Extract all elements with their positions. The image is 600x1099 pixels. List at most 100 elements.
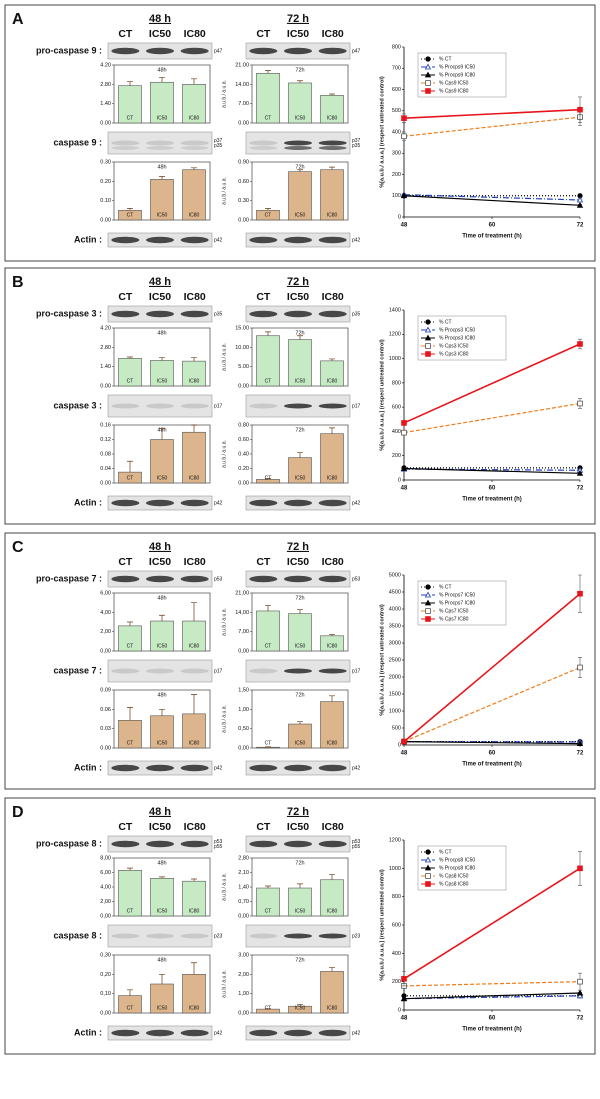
band-marker: p37 [352,138,361,144]
y-tick-label: 0,30 [100,952,111,958]
y-tick-label: 0.60 [238,179,249,185]
error-bar [127,989,133,996]
y-tick-label: 0.06 [100,707,111,713]
legend-label: % Cps9 IC80 [439,88,469,94]
blot-label: Actin : [74,1027,102,1037]
band-marker: p23 [352,933,361,939]
y-tick-label: 200 [392,453,401,459]
time-header: 72 h [287,806,309,818]
blot-band [318,575,347,583]
y-tick-label: 400 [392,951,401,957]
band-marker: p55 [352,844,361,850]
bar-y-label: a.u.b./ a.u.a. [221,440,227,468]
bar-lane-label: IC80 [327,212,338,218]
y-tick-label: 2,10 [238,870,249,876]
blot-band [111,140,140,146]
error-bar [127,621,133,626]
lane-label: CT [118,28,133,40]
blot-band [284,310,312,318]
y-tick-label: 0 [398,1007,401,1013]
legend-label: % Cps9 IC50 [439,80,469,86]
point-marker [401,420,407,426]
legend-marker [425,849,431,855]
y-tick-label: 7.00 [238,101,249,107]
blot-band [180,764,209,772]
point-marker [400,465,408,471]
error-bar [191,602,197,622]
blot-band [180,575,209,583]
y-tick-label: 0 [398,214,401,220]
error-bar [265,331,271,336]
legend-label: % Cps3 IC50 [439,343,469,349]
legend-label: % Procps8 IC80 [439,865,475,871]
blot-band [111,764,140,772]
band-marker: p42 [352,765,361,771]
y-tick-label: 3000 [389,640,401,646]
series-line [403,108,581,119]
blot-band [146,47,174,55]
blot-band [249,840,278,848]
lane-label: IC80 [184,291,206,303]
legend-marker [424,599,432,606]
y-tick-label: 500 [392,725,401,731]
bar-lane-label: CT [265,115,272,121]
bar-lane-label: IC80 [327,475,338,481]
legend-label: % Procps7 IC80 [439,600,475,606]
error-bar [191,357,197,362]
x-tick-label: 60 [489,223,496,229]
y-tick-label: 0.08 [100,451,111,457]
legend-label: % Procps7 IC50 [439,592,475,598]
y-tick-label: 1200 [389,332,401,338]
time-header: 72 h [287,13,309,25]
y-tick-label: 0,00 [100,1010,111,1016]
bar-lane-label: IC50 [295,115,306,121]
error-bar [127,460,133,473]
y-tick-label: 0.03 [100,726,111,732]
y-tick-label: 10.00 [235,345,249,351]
error-bar [191,962,197,975]
lane-label: CT [118,556,133,568]
legend-marker [425,584,431,590]
band-marker: p53 [214,576,223,582]
band-marker: p42 [214,237,223,243]
x-tick-label: 48 [401,751,408,757]
blot-band [111,1029,140,1037]
y-tick-label: 1,00 [238,707,249,713]
point-marker [401,429,407,436]
blot-band [318,236,347,244]
blot-band [180,236,209,244]
chart-title: 72h [295,692,304,698]
error-bar [265,885,271,889]
error-bar [127,867,133,871]
chart-title: 48h [157,957,166,963]
blot-band [249,47,278,55]
y-tick-label: 2.80 [100,82,111,88]
chart-title: 72h [295,67,304,73]
legend-label: % Procps9 IC50 [439,64,475,70]
error-bar [127,707,133,721]
x-tick-label: 72 [577,751,584,757]
y-tick-label: 7,00 [238,629,249,635]
blot-band [284,236,312,244]
y-tick-label: 8,00 [100,855,111,861]
error-bar [265,605,271,611]
bar-y-label: a.u.b./ a.u.a. [221,873,227,901]
blot-band [180,840,209,848]
blot-label: caspase 3 : [53,400,102,410]
bar-lane-label: CT [265,212,272,218]
y-tick-label: 2500 [389,657,401,663]
blot-band [318,1029,347,1037]
error-bar [297,721,303,725]
chart-title: 72h [295,595,304,601]
point-marker [577,978,583,985]
blot-band [146,668,174,674]
band-marker: p17 [352,668,361,674]
band-marker: p35 [214,143,223,149]
legend-marker [425,88,431,94]
blot-band [111,47,140,55]
blot-band [318,310,347,318]
bar-y-label: a.u.b./ a.u.a. [221,80,227,108]
bar-y-label: a.u.b./ a.u.a. [221,970,227,998]
panel-frame [4,797,596,1055]
y-tick-label: 400 [392,129,401,135]
